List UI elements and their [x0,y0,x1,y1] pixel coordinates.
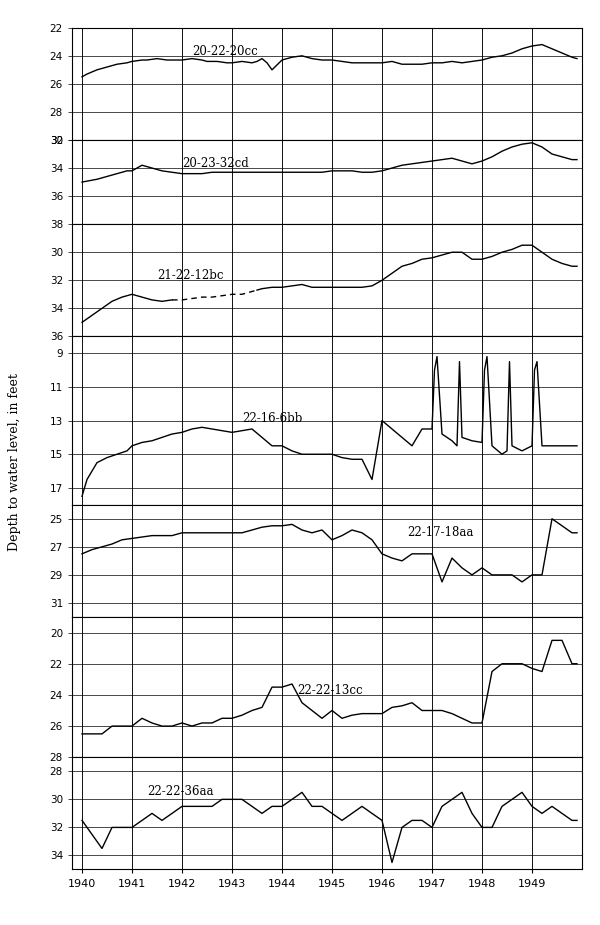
Text: 22-22-13cc: 22-22-13cc [297,684,362,697]
Text: 22-22-36aa: 22-22-36aa [147,785,214,798]
Text: Depth to water level, in feet: Depth to water level, in feet [8,374,22,551]
Text: 22-17-18aa: 22-17-18aa [407,525,473,538]
Text: 20-23-32cd: 20-23-32cd [182,157,249,170]
Text: 22-16-6bb: 22-16-6bb [242,413,302,426]
Text: 20-22-20cc: 20-22-20cc [192,44,258,57]
Text: 21-22-12bc: 21-22-12bc [157,269,224,282]
